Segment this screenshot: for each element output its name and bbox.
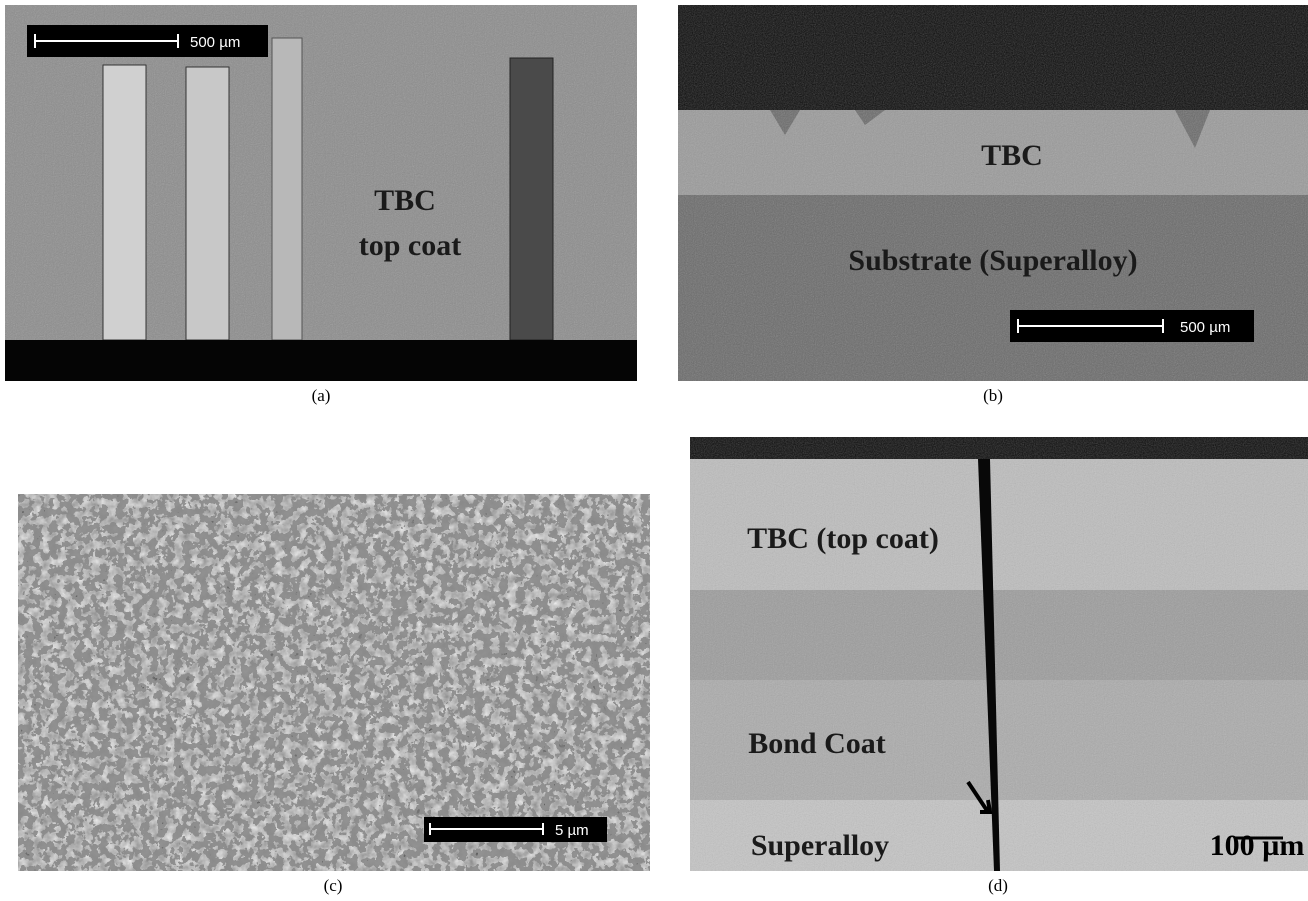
panel-d: TBC (top coat) Bond Coat Superalloy 100 … [690, 437, 1308, 895]
texture [18, 494, 650, 871]
texture [690, 437, 1308, 871]
label: TBC [374, 184, 436, 217]
label: Bond Coat [748, 727, 886, 760]
trench [271, 37, 303, 341]
panel-a: 500 µm TBC top coat (a) [5, 5, 637, 405]
trench [509, 57, 554, 341]
trench [185, 66, 230, 341]
label: Substrate (Superalloy) [848, 244, 1137, 277]
scale-label: 500 µm [1180, 319, 1230, 336]
crack [978, 459, 1000, 871]
caption: (b) [983, 386, 1003, 405]
caption: (a) [312, 386, 331, 405]
scale-bar [34, 34, 179, 48]
base [5, 340, 637, 381]
caption: (d) [988, 876, 1008, 895]
caption: (c) [324, 876, 343, 895]
panel-b: 500 µm TBC Substrate (Superalloy) (b) [678, 5, 1308, 405]
label: TBC (top coat) [747, 522, 939, 555]
scale-label: 100 µm [1210, 829, 1305, 862]
scale-bar [429, 823, 544, 835]
scale-label: 500 µm [190, 34, 240, 51]
arrow [966, 780, 993, 814]
trench [102, 64, 147, 341]
label: Superalloy [751, 829, 889, 862]
label: TBC [981, 139, 1043, 172]
label: top coat [359, 229, 461, 262]
scale-bar [1017, 319, 1164, 333]
panel-c: 5 µm (c) [18, 494, 650, 895]
scale-label: 5 µm [555, 822, 589, 839]
